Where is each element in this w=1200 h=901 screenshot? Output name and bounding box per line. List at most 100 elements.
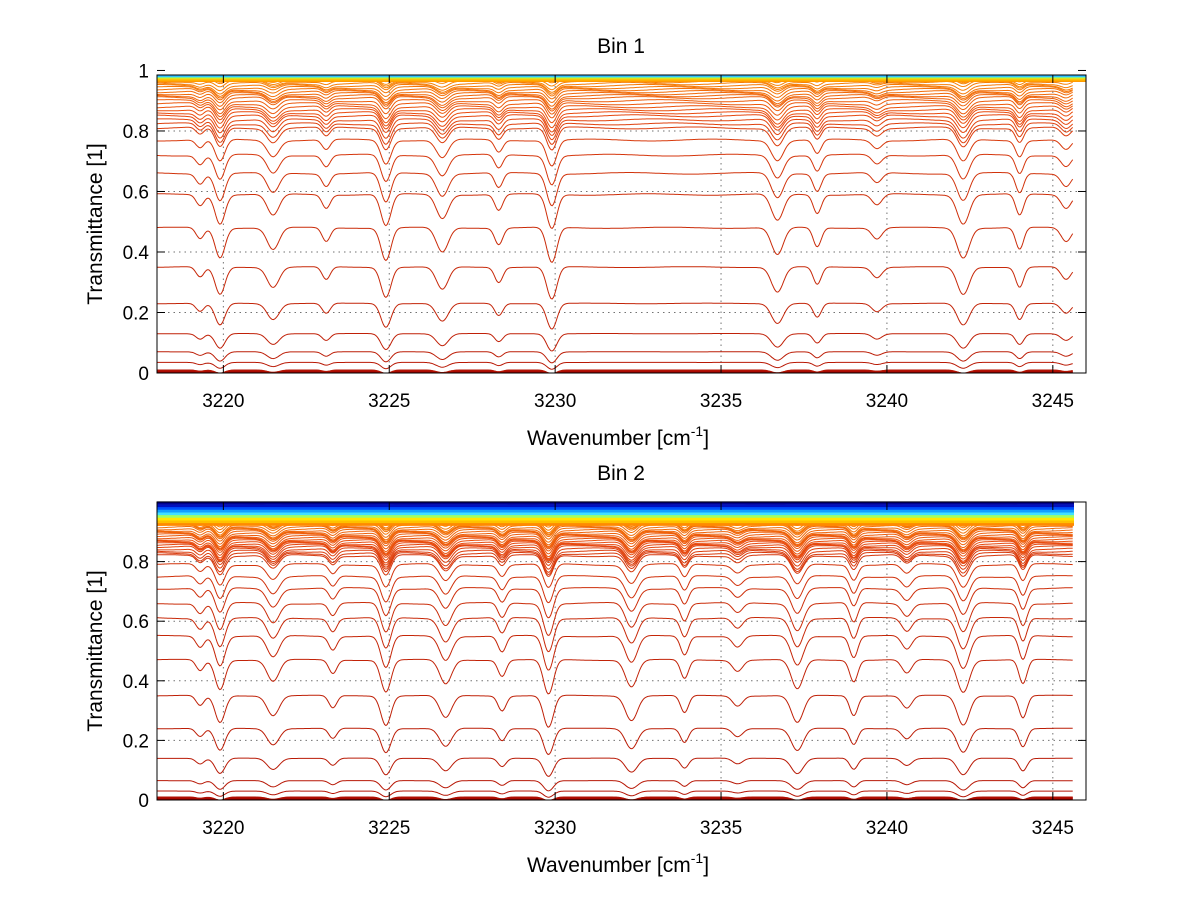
x-tick-label: 3245 [1032,391,1074,412]
y-tick-label: 1 [138,61,149,82]
x-tick-label: 3240 [866,391,908,412]
series-line [156,114,1074,137]
series-line [156,543,1073,564]
x-tick-label: 3235 [700,818,742,839]
series-line [157,105,1073,124]
series-line [157,118,1074,141]
series-line [156,658,1073,695]
x-axis-label-end: ] [703,854,709,877]
plot-frame [156,501,1087,801]
series-line [156,83,1073,95]
series-line [157,617,1073,653]
series-line [157,333,1074,352]
series-line [156,551,1073,576]
axis-ticks: 3220 3225 3230 3235 3240 3245 0 0.2 0.4 0.6 0.8 1 [123,61,1086,412]
x-axis-label-main: Wavenumber [cm [527,854,691,877]
plot-frame [156,74,1087,374]
y-tick-label: 0 [138,364,149,385]
series-line [157,554,1073,577]
series-line [157,92,1073,107]
chart-bin-2: Bin 2 3220 3225 3230 3235 3240 3245 0 0.2 0.4 0.6… [84,462,1087,877]
series-line [156,563,1073,588]
chart-title: Bin 1 [597,35,645,58]
series-line [157,138,1074,167]
x-axis-label-end: ] [703,427,709,450]
series-line [157,369,1073,374]
series-line [157,94,1073,110]
x-tick-label: 3230 [534,391,576,412]
x-axis-label-sup: -1 [691,850,704,866]
series-line [156,108,1074,129]
y-tick-label: 0.6 [123,182,149,203]
series-line [157,575,1073,604]
series-line [156,530,1073,548]
series-line [157,266,1074,300]
series-line [157,540,1073,561]
y-tick-label: 0.2 [123,303,149,324]
series-line [156,111,1074,133]
series-curves [156,501,1074,801]
series-line [157,531,1073,549]
x-axis-label-main: Wavenumber [cm [527,427,691,450]
x-tick-label: 3220 [202,818,244,839]
x-axis-label-sup: -1 [691,423,704,439]
series-line [156,81,1073,93]
series-line [156,547,1073,570]
series-line [156,602,1073,636]
series-line [157,549,1073,573]
series-line [157,694,1073,728]
y-tick-label: 0.8 [123,122,149,143]
series-line [156,539,1073,560]
series-line [157,126,1074,151]
x-axis-label: Wavenumber [cm-1] [527,423,709,450]
series-line [157,528,1073,546]
series-line [157,533,1073,551]
series-line [157,536,1073,555]
x-tick-label: 3220 [202,391,244,412]
y-tick-label: 0.4 [123,672,150,693]
x-tick-label: 3230 [534,818,576,839]
y-axis-label: Transmittance [1] [84,143,107,304]
y-tick-label: 0.4 [123,243,150,264]
y-axis-label: Transmittance [1] [84,570,107,731]
y-tick-label: 0.2 [123,731,149,752]
series-line [157,796,1073,801]
series-line [157,790,1073,798]
x-tick-label: 3240 [866,818,908,839]
series-line [157,193,1074,230]
series-line [156,102,1073,120]
x-tick-label: 3225 [368,818,410,839]
series-line [157,99,1073,115]
series-line [157,587,1073,619]
series-line [156,122,1074,145]
series-line [157,89,1073,104]
series-line [157,96,1073,112]
series-line [156,86,1073,98]
series-line [156,534,1073,553]
series-line [156,542,1073,562]
x-tick-label: 3225 [368,391,410,412]
series-line [157,302,1074,330]
series-line [156,525,1073,541]
chart-title: Bin 2 [597,462,645,485]
y-tick-label: 0.8 [123,553,149,574]
series-line [157,780,1073,792]
chart-bin-1: Bin 1 3220 3225 3230 3235 3240 3245 0 0.2 0.4 0.6… [84,35,1087,450]
series-line [156,545,1073,566]
x-axis-label: Wavenumber [cm-1] [527,850,709,877]
series-line [157,153,1074,186]
series-line [157,634,1073,671]
series-line [157,351,1073,364]
x-tick-label: 3235 [700,391,742,412]
y-tick-label: 0.6 [123,612,149,633]
series-line [157,361,1073,370]
series-line [157,757,1073,777]
x-tick-label: 3245 [1032,818,1074,839]
series-line [157,727,1073,756]
series-line [156,88,1073,101]
series-line [157,172,1074,207]
series-line [157,226,1074,264]
axis-ticks: 3220 3225 3230 3235 3240 3245 0 0.2 0.4 0.6 0.8 [123,502,1086,839]
y-tick-label: 0 [138,791,149,812]
